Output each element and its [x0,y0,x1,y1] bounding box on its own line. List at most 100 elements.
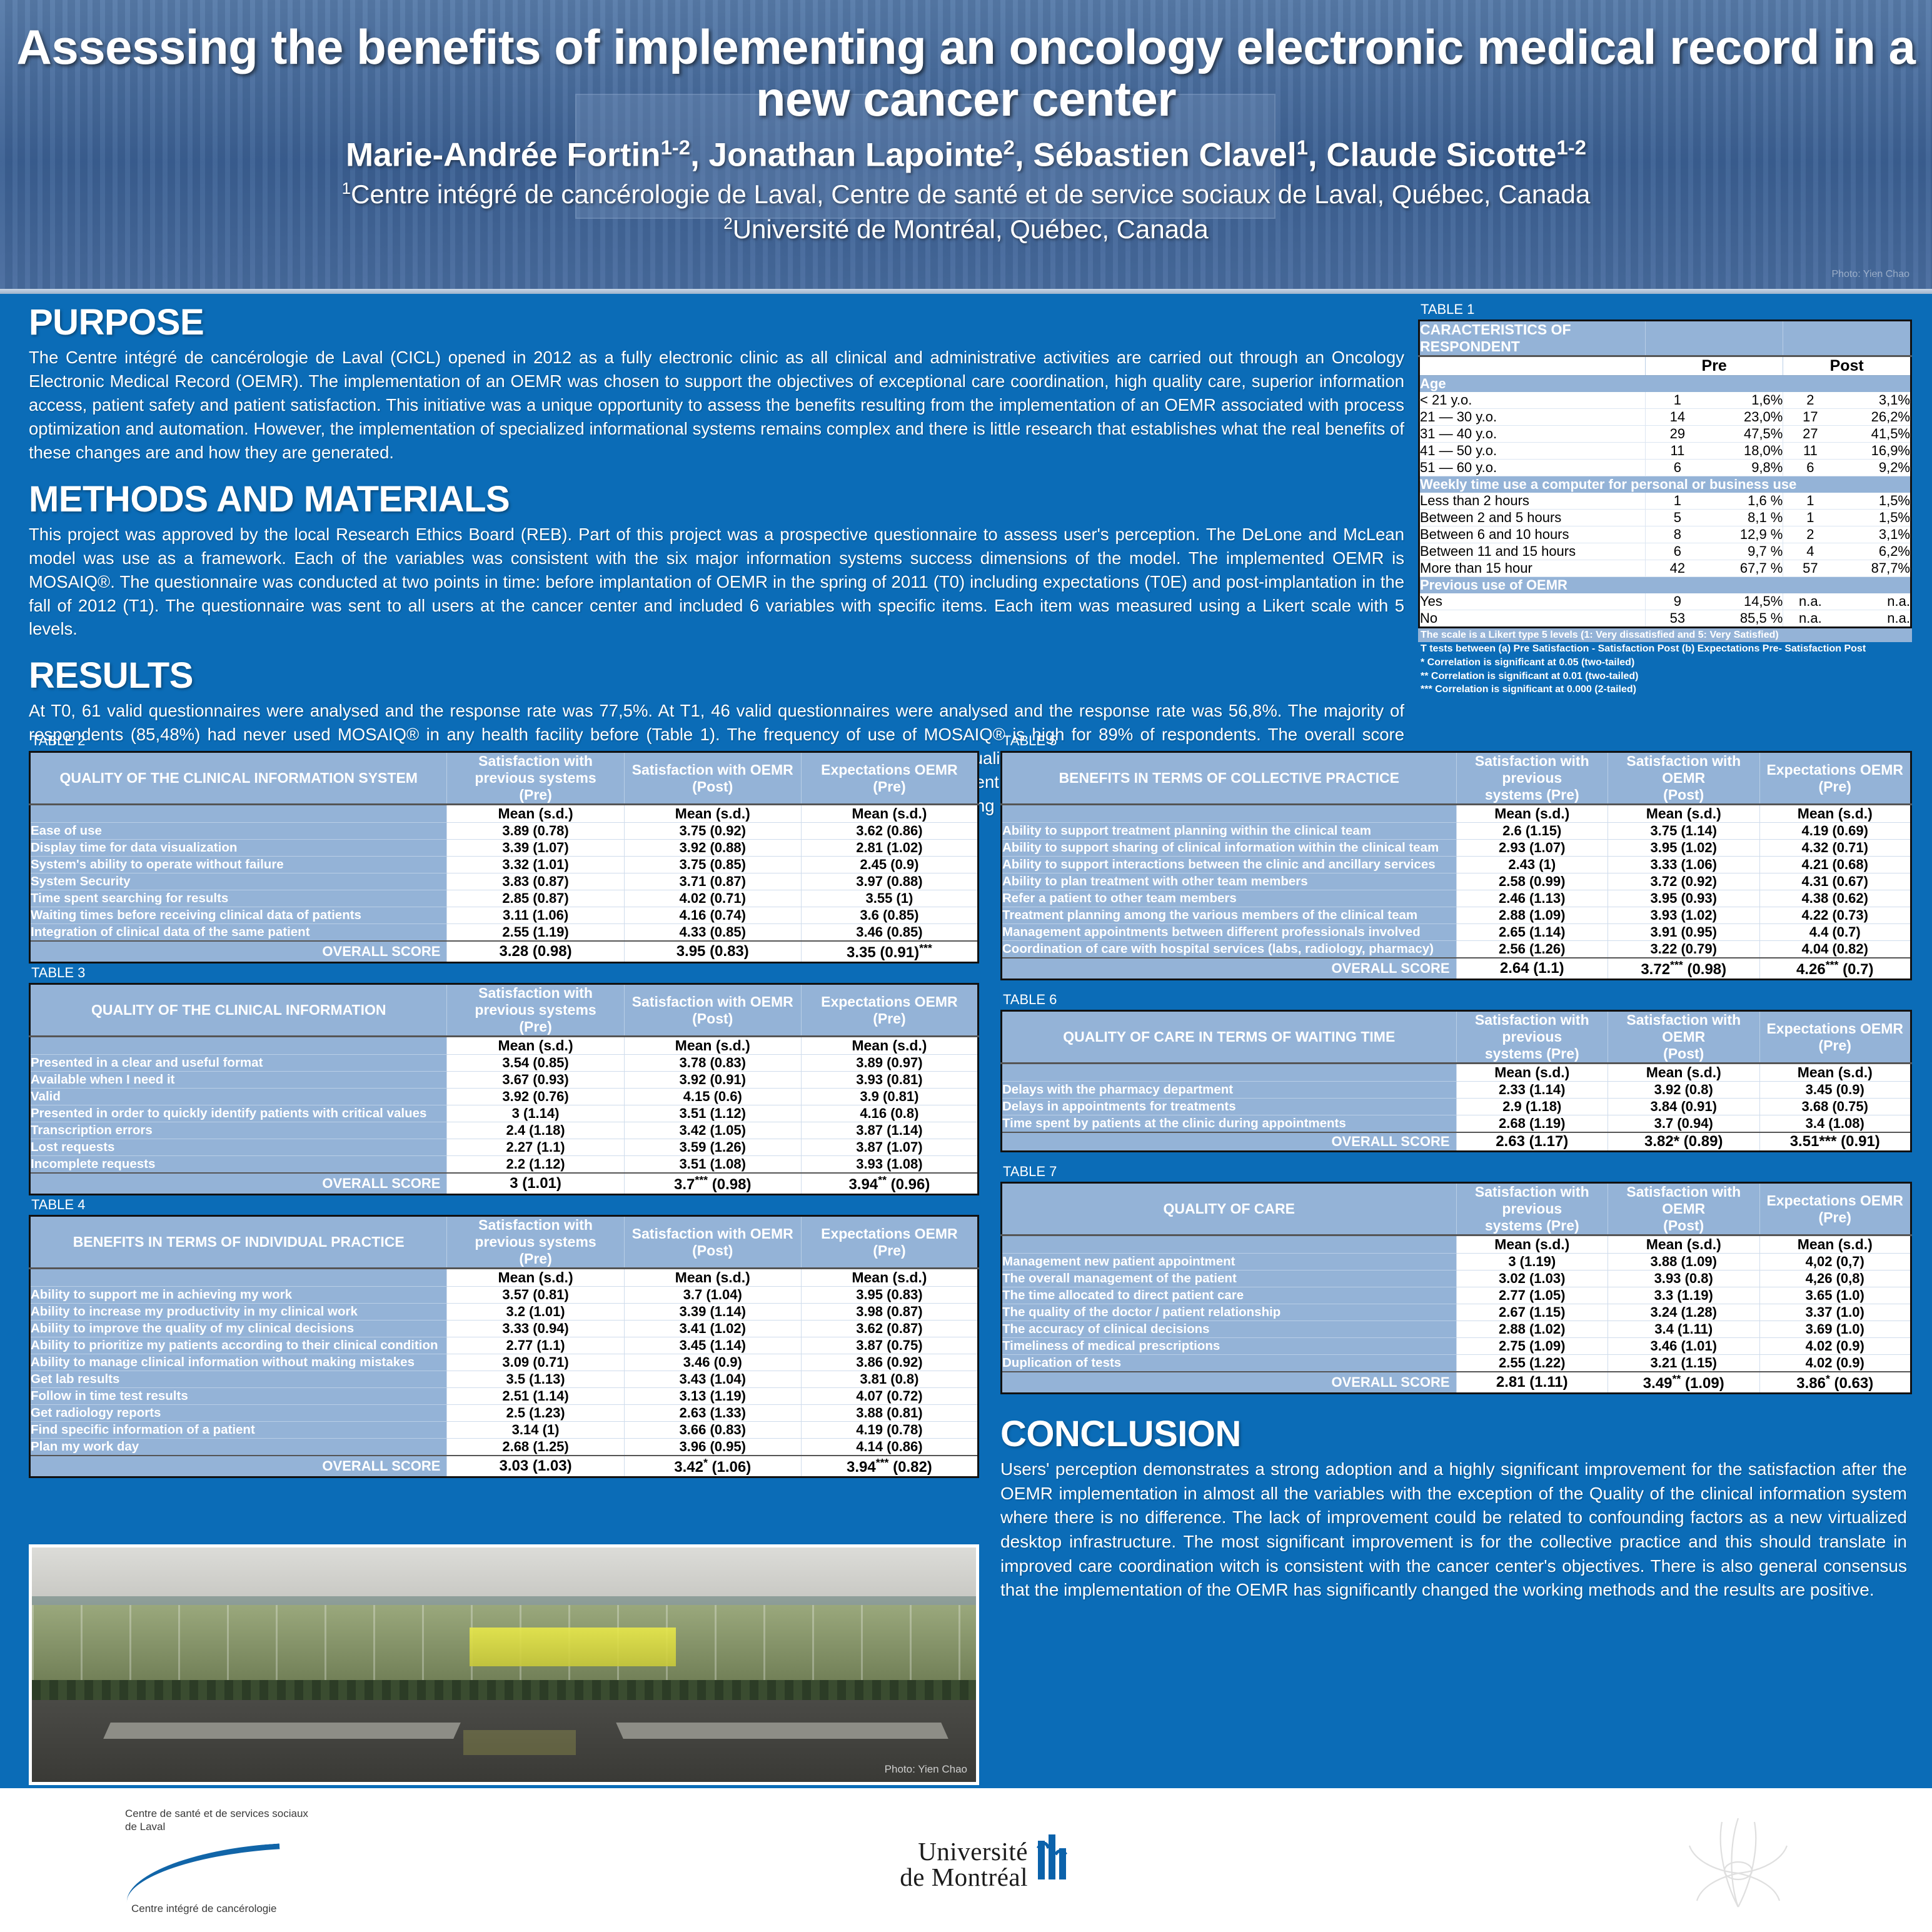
data-cell: 4.22 (0.73) [1759,907,1911,924]
data-cell: 3.92 (0.76) [446,1088,625,1105]
table-6-label: TABLE 6 [1003,992,1057,1007]
data-cell: 2.56 (1.26) [1456,940,1608,958]
table-row: Ability to support treatment planning wi… [1001,822,1911,840]
cell-post-pct: 3,1% [1837,392,1911,409]
data-cell: 4.07 (0.72) [800,1387,979,1405]
data-cell: 3.46 (1.01) [1607,1337,1759,1355]
data-cell: 2.77 (1.1) [446,1337,625,1354]
data-cell: 4,26 (0,8) [1759,1270,1911,1287]
table-row: The quality of the doctor / patient rela… [1001,1304,1911,1321]
row-label: Ability to manage clinical information w… [29,1354,447,1371]
row-label: 51 — 60 y.o. [1419,459,1646,476]
purpose-text: The Centre intégré de cancérologie de La… [29,348,1404,462]
data-cell: 2.77 (1.05) [1456,1287,1608,1304]
cell-pre-n: 8 [1645,526,1709,543]
table-4: BENEFITS IN TERMS OF INDIVIDUAL PRACTICE… [29,1215,979,1478]
table-row: 41 — 50 y.o. 11 18,0% 11 16,9% [1419,442,1911,460]
data-cell: 4.38 (0.62) [1759,890,1911,907]
spacer-cell [29,804,447,823]
row-label: No [1419,610,1646,628]
purpose-heading: PURPOSE [29,302,204,343]
data-cell: 3.75 (1.14) [1607,822,1759,840]
udem-line-1: Université [918,1837,1028,1866]
row-label: Ability to support interactions between … [1001,856,1456,873]
column-header-pre: Satisfaction with previous systems (Pre) [1456,752,1608,805]
mean-sd-header: Mean (s.d.) [1759,1063,1911,1082]
data-cell: 3.89 (0.97) [800,1054,979,1072]
table-row: Valid 3.92 (0.76) 4.15 (0.6) 3.9 (0.81) [29,1088,979,1105]
table-5-label: TABLE 5 [1003,733,1057,748]
udem-line-2: de Montréal [900,1863,1028,1891]
row-label: Follow in time test results [29,1387,447,1405]
cell-pre-pct: 8,1 % [1709,509,1783,526]
data-cell: 3.54 (0.85) [446,1054,625,1072]
column-header-pre: Satisfaction with previous systems (Pre) [446,752,625,805]
cell-post-pct: 3,1% [1837,526,1911,543]
row-label: Ability to support treatment planning wi… [1001,822,1456,840]
building-photo: Photo: Yien Chao [29,1544,979,1785]
column-header-pre: Satisfaction with previous systems (Pre) [446,984,625,1037]
data-cell: 2.45 (0.9) [800,856,979,873]
row-label: Less than 2 hours [1419,493,1646,510]
data-cell: 3.45 (1.14) [623,1337,802,1354]
data-cell: 3.42 (1.05) [623,1122,802,1139]
table-row: The accuracy of clinical decisions 2.88 (… [1001,1321,1911,1338]
data-cell: 3.02 (1.03) [1456,1270,1608,1287]
data-cell: 3.14 (1) [446,1421,625,1439]
mean-sd-header: Mean (s.d.) [1456,804,1608,823]
row-label: Find specific information of a patient [29,1421,447,1439]
data-cell: 2.68 (1.19) [1456,1115,1608,1133]
table-row: Follow in time test results 2.51 (1.14) 3.… [29,1387,979,1405]
swoosh-icon [125,1843,313,1899]
overall-score-value: 3.03 (1.03) [446,1455,625,1477]
cell-post-pct: 9,2% [1837,459,1911,476]
table-row: Management new patient appointment 3 (1.1… [1001,1253,1911,1270]
data-cell: 4.02 (0.9) [1759,1337,1911,1355]
row-label: 21 — 30 y.o. [1419,408,1646,426]
affiliation-1: 1Centre intégré de cancérologie de Laval… [341,179,1591,209]
cell-pre-pct: 23,0% [1709,408,1783,426]
overall-score-value: 2.63 (1.17) [1456,1132,1608,1152]
table-7-label: TABLE 7 [1003,1164,1057,1179]
data-cell: 3.33 (0.94) [446,1320,625,1337]
overall-score-value: 2.81 (1.11) [1456,1371,1608,1394]
overall-score-value: 3.49** (1.09) [1607,1371,1759,1394]
row-label: Delays in appointments for treatments [1001,1098,1456,1115]
data-cell: 2.65 (1.14) [1456,923,1608,941]
data-cell: 4.02 (0.71) [623,890,802,907]
data-cell: 3.3 (1.19) [1607,1287,1759,1304]
data-cell: 3.97 (0.88) [800,873,979,890]
table-row: 51 — 60 y.o. 6 9,8% 6 9,2% [1419,459,1911,476]
row-label: 41 — 50 y.o. [1419,442,1646,460]
row-label: Time spent searching for results [29,890,447,907]
table-4-label: TABLE 4 [31,1197,86,1212]
table-row: Ability to manage clinical information w… [29,1354,979,1371]
data-cell: 4.31 (0.67) [1759,873,1911,890]
overall-score-value: 3.72*** (0.98) [1607,957,1759,980]
data-cell: 2.4 (1.18) [446,1122,625,1139]
row-label: Ability to improve the quality of my cli… [29,1320,447,1337]
table-row: Lost requests 2.27 (1.1) 3.59 (1.26) 3.87 (… [29,1139,979,1156]
table-row: No 53 85,5 % n.a. n.a. [1419,610,1911,628]
table-row: Less than 2 hours 1 1,6 % 1 1,5% [1419,493,1911,510]
data-cell: 4.16 (0.8) [800,1105,979,1122]
cell-post-n: 4 [1783,543,1838,560]
data-cell: 3.84 (0.91) [1607,1098,1759,1115]
poster-footer: Centre de santé et de services sociaux d… [0,1788,1932,1932]
table-row: Ability to support sharing of clinical i… [1001,839,1911,857]
row-label: Coordination of care with hospital servi… [1001,940,1456,958]
left-tables-column: TABLE 2 QUALITY OF THE CLINICAL INFORMAT… [29,732,979,1478]
data-cell: 4,02 (0,7) [1759,1253,1911,1270]
table-row: Delays in appointments for treatments 2.9… [1001,1098,1911,1115]
data-cell: 3.46 (0.9) [623,1354,802,1371]
row-label: The overall management of the patient [1001,1270,1456,1287]
affiliation-2: 2Université de Montréal, Québec, Canada [723,214,1209,244]
table-overall-row: OVERALL SCORE 2.81 (1.11) 3.49** (1.09) 3.8… [1001,1371,1911,1394]
table-row: Delays with the pharmacy department 2.33 … [1001,1081,1911,1099]
data-cell: 3.95 (0.93) [1607,890,1759,907]
data-cell: 3.46 (0.85) [800,923,979,942]
row-label: System Security [29,873,447,890]
photo-sky [32,1547,976,1597]
data-cell: 3.7 (0.94) [1607,1115,1759,1133]
table-row: Treatment planning among the various mem… [1001,907,1911,924]
